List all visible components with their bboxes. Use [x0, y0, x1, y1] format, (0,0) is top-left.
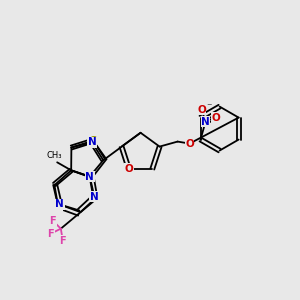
Text: N: N — [85, 172, 94, 182]
Text: O: O — [211, 112, 220, 123]
Text: O: O — [197, 105, 206, 115]
Text: O: O — [124, 164, 133, 174]
Text: F: F — [50, 216, 56, 226]
Text: N: N — [56, 200, 64, 209]
Text: N: N — [90, 191, 99, 202]
Text: F: F — [59, 236, 66, 246]
Text: F: F — [47, 229, 54, 239]
Text: O: O — [185, 139, 194, 148]
Text: CH₃: CH₃ — [46, 151, 62, 160]
Text: N: N — [201, 117, 210, 127]
Text: N: N — [88, 137, 96, 147]
Text: N: N — [54, 201, 62, 211]
Text: ⁻: ⁻ — [207, 103, 212, 112]
Text: S: S — [89, 136, 97, 146]
